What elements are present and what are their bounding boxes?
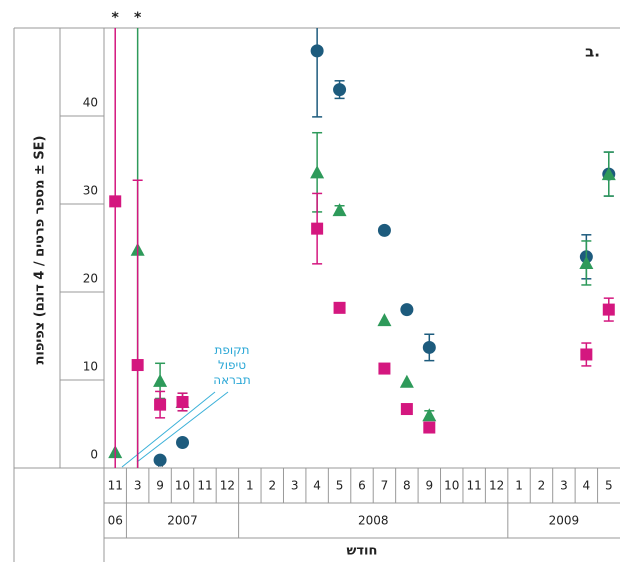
data-point	[400, 403, 413, 416]
error-bar	[114, 28, 116, 468]
x-tick-label: 9	[156, 479, 164, 493]
x-tick-label: 10	[444, 479, 459, 493]
year-label: 2009	[549, 514, 580, 528]
x-tick-label: 3	[560, 479, 568, 493]
x-axis-label: חודש	[347, 544, 378, 559]
data-point	[423, 421, 436, 434]
significance-star: *	[112, 10, 120, 26]
data-point	[422, 408, 437, 422]
data-point	[154, 398, 167, 411]
data-point	[580, 348, 593, 361]
data-point	[333, 83, 347, 97]
x-tick-label: 5	[336, 479, 344, 493]
y-axis-label: צפיפות (מספר פרטים / 4 דונם ± SE)	[33, 135, 48, 364]
panel-label: ב.	[585, 43, 600, 61]
y-tick-label: 20	[83, 272, 98, 286]
data-point	[176, 396, 189, 408]
data-point	[333, 301, 346, 314]
x-tick-label: 9	[425, 479, 433, 493]
x-tick-label: 8	[403, 479, 411, 493]
data-point	[377, 223, 391, 237]
year-label: 2008	[358, 514, 389, 528]
x-tick-label: 7	[381, 479, 389, 493]
data-point	[400, 303, 414, 317]
x-tick-label: 4	[583, 479, 591, 493]
x-tick-label: 3	[134, 479, 142, 493]
annotation: תקופת טיפול תבראה	[213, 343, 250, 387]
year-label: 06	[108, 514, 123, 528]
data-point	[601, 167, 616, 181]
x-tick-label: 1	[246, 479, 254, 493]
data-point	[310, 165, 325, 179]
data-point	[377, 313, 392, 327]
y-tick-label: 0	[90, 448, 98, 462]
data-point	[153, 373, 168, 387]
data-point	[109, 195, 122, 208]
data-point	[422, 340, 436, 354]
data-point	[602, 303, 615, 316]
x-tick-label: 11	[197, 479, 212, 493]
data-point	[579, 255, 594, 269]
x-tick-label: 2	[538, 479, 546, 493]
data-point	[176, 435, 190, 449]
x-tick-label: 6	[358, 479, 366, 493]
x-tick-label: 4	[313, 479, 321, 493]
x-tick-label: 5	[605, 479, 613, 493]
significance-star: *	[134, 10, 142, 26]
data-point	[311, 222, 324, 235]
year-label: 2007	[167, 514, 198, 528]
error-bar	[312, 28, 323, 118]
y-tick-label: 40	[83, 96, 98, 110]
x-tick-label: 2	[268, 479, 276, 493]
data-point	[153, 453, 167, 467]
data-point	[131, 359, 144, 372]
x-tick-label: 11	[467, 479, 482, 493]
data-point	[378, 362, 391, 375]
data-point	[310, 44, 324, 58]
y-tick-label: 30	[83, 184, 98, 198]
x-tick-label: 3	[291, 479, 299, 493]
x-tick-label: 1	[515, 479, 523, 493]
y-tick-label: 10	[83, 360, 98, 374]
plot-area	[108, 28, 616, 468]
x-tick-label: 12	[489, 479, 504, 493]
x-tick-label: 12	[220, 479, 235, 493]
data-point	[332, 203, 347, 217]
data-point	[399, 374, 414, 388]
x-tick-label: 10	[175, 479, 190, 493]
x-tick-label: 11	[108, 479, 123, 493]
